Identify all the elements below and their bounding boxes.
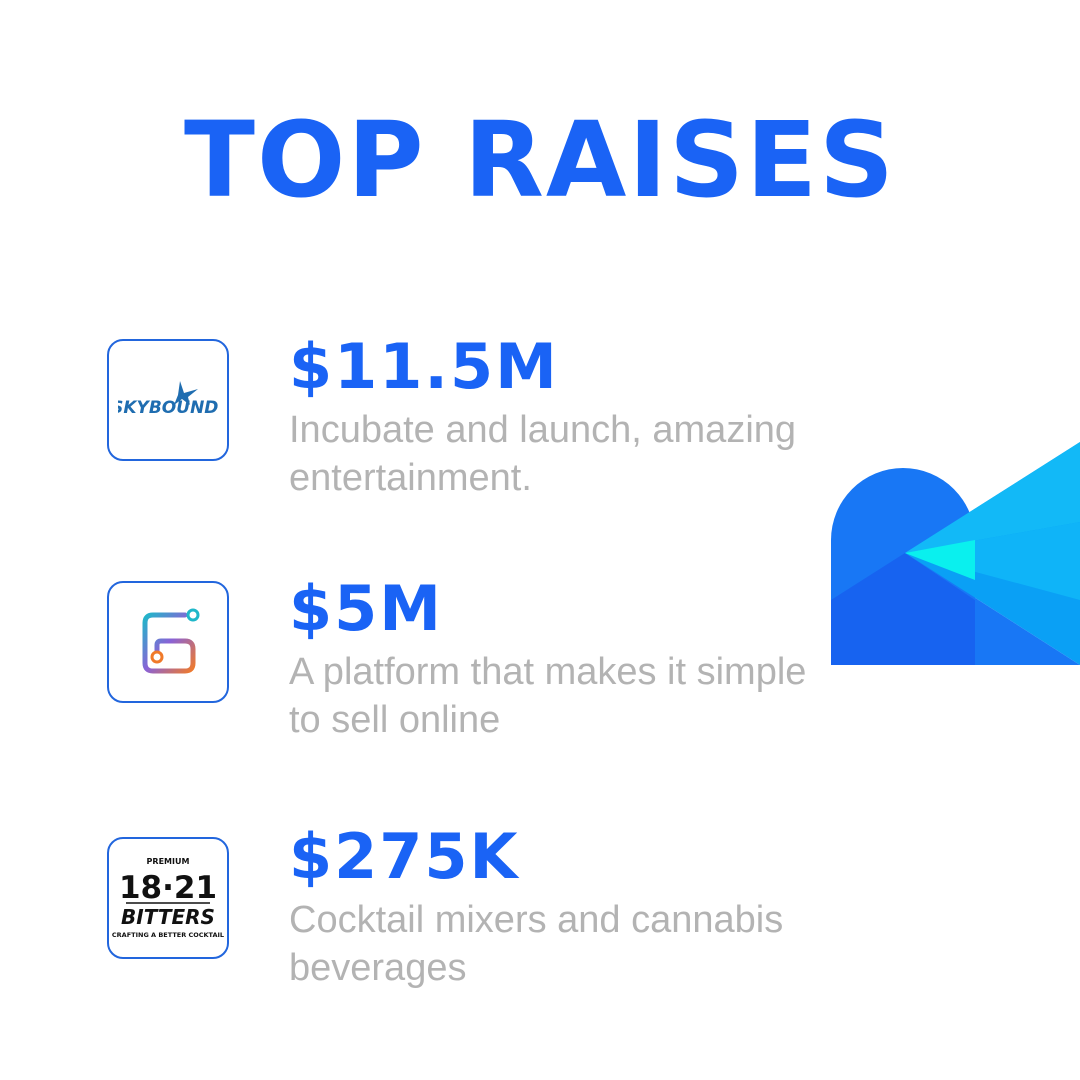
- raise-description: Cocktail mixers and cannabis beverages: [289, 899, 784, 989]
- page-title: TOP RAISES: [184, 99, 896, 221]
- company-logo-1821-bitters: PREMIUM 18·21 BITTERS CRAFTING A BETTER …: [107, 837, 229, 959]
- raise-description: A platform that makes it simple to sell …: [289, 651, 807, 741]
- gradient-s-circuit-icon: [142, 608, 200, 674]
- bitters-tagline-text: CRAFTING A BETTER COCKTAIL: [112, 931, 224, 939]
- raise-amount: $11.5M: [289, 330, 559, 403]
- raise-amount: $5M: [289, 572, 443, 645]
- raise-amount: $275K: [289, 820, 520, 893]
- bitters-number-text: 18·21: [119, 870, 217, 906]
- bitters-brand-text: BITTERS: [121, 905, 215, 929]
- 1821-bitters-logo: PREMIUM 18·21 BITTERS CRAFTING A BETTER …: [112, 857, 224, 939]
- raise-item-2: $5M A platform that makes it simple to s…: [107, 572, 806, 742]
- raise-item-3: PREMIUM 18·21 BITTERS CRAFTING A BETTER …: [107, 820, 787, 990]
- bitters-premium-text: PREMIUM: [147, 857, 190, 866]
- raise-description: Incubate and launch, amazing entertainme…: [289, 409, 797, 499]
- company-logo-platform: [107, 581, 229, 703]
